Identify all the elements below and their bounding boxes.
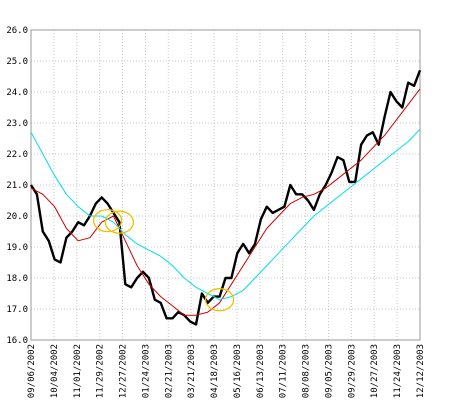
x-tick-label: 04/18/2003 (210, 344, 220, 398)
x-tick-label: 02/21/2003 (164, 344, 174, 398)
y-tick-label: 20.0 (6, 212, 28, 222)
x-tick-label: 11/29/2002 (96, 344, 106, 398)
x-axis: 09/06/2002 10/04/2002 11/01/2002 11/29/2002… (27, 344, 426, 398)
annotation-ellipse (204, 288, 235, 312)
x-tick-label: 05/16/2003 (233, 344, 243, 398)
x-tick-label: 10/04/2002 (50, 344, 60, 398)
x-tick-label: 09/06/2002 (27, 344, 37, 398)
x-tick-label: 06/13/2003 (256, 344, 266, 398)
y-tick-label: 26.0 (6, 26, 28, 36)
y-tick-label: 18.0 (6, 274, 28, 284)
x-tick-label: 07/11/2003 (279, 344, 289, 398)
y-tick-label: 16.0 (6, 336, 28, 346)
x-tick-label: 11/24/2003 (393, 344, 403, 398)
long-average-line (30, 128, 421, 301)
x-tick-label: 12/12/2003 (416, 344, 426, 398)
grid (31, 30, 420, 340)
price-line (29, 69, 422, 326)
short-average-line (30, 88, 421, 316)
x-tick-label: 09/05/2003 (324, 344, 334, 398)
x-tick-label: 09/29/2003 (347, 344, 357, 398)
y-tick-label: 17.0 (6, 305, 28, 315)
x-tick-label: 12/27/2002 (119, 344, 129, 398)
y-tick-label: 25.0 (6, 57, 28, 67)
y-axis: 16.0 17.0 18.0 19.0 20.0 21.0 22.0 23.0 24.0 25.0… (6, 26, 28, 346)
x-tick-label: 01/24/2003 (141, 344, 151, 398)
x-tick-label: 11/01/2002 (73, 344, 83, 398)
y-tick-label: 21.0 (6, 181, 28, 191)
y-tick-label: 24.0 (6, 88, 28, 98)
x-tick-label: 03/21/2003 (187, 344, 197, 398)
x-tick-label: 10/27/2003 (370, 344, 380, 398)
annotation-ellipse (92, 208, 123, 233)
y-tick-label: 19.0 (6, 243, 28, 253)
y-tick-label: 22.0 (6, 150, 28, 160)
y-tick-label: 23.0 (6, 119, 28, 129)
x-tick-label: 08/08/2003 (302, 344, 312, 398)
annotations (92, 208, 235, 312)
annotation-ellipse (104, 210, 135, 234)
series-lines (29, 69, 422, 326)
